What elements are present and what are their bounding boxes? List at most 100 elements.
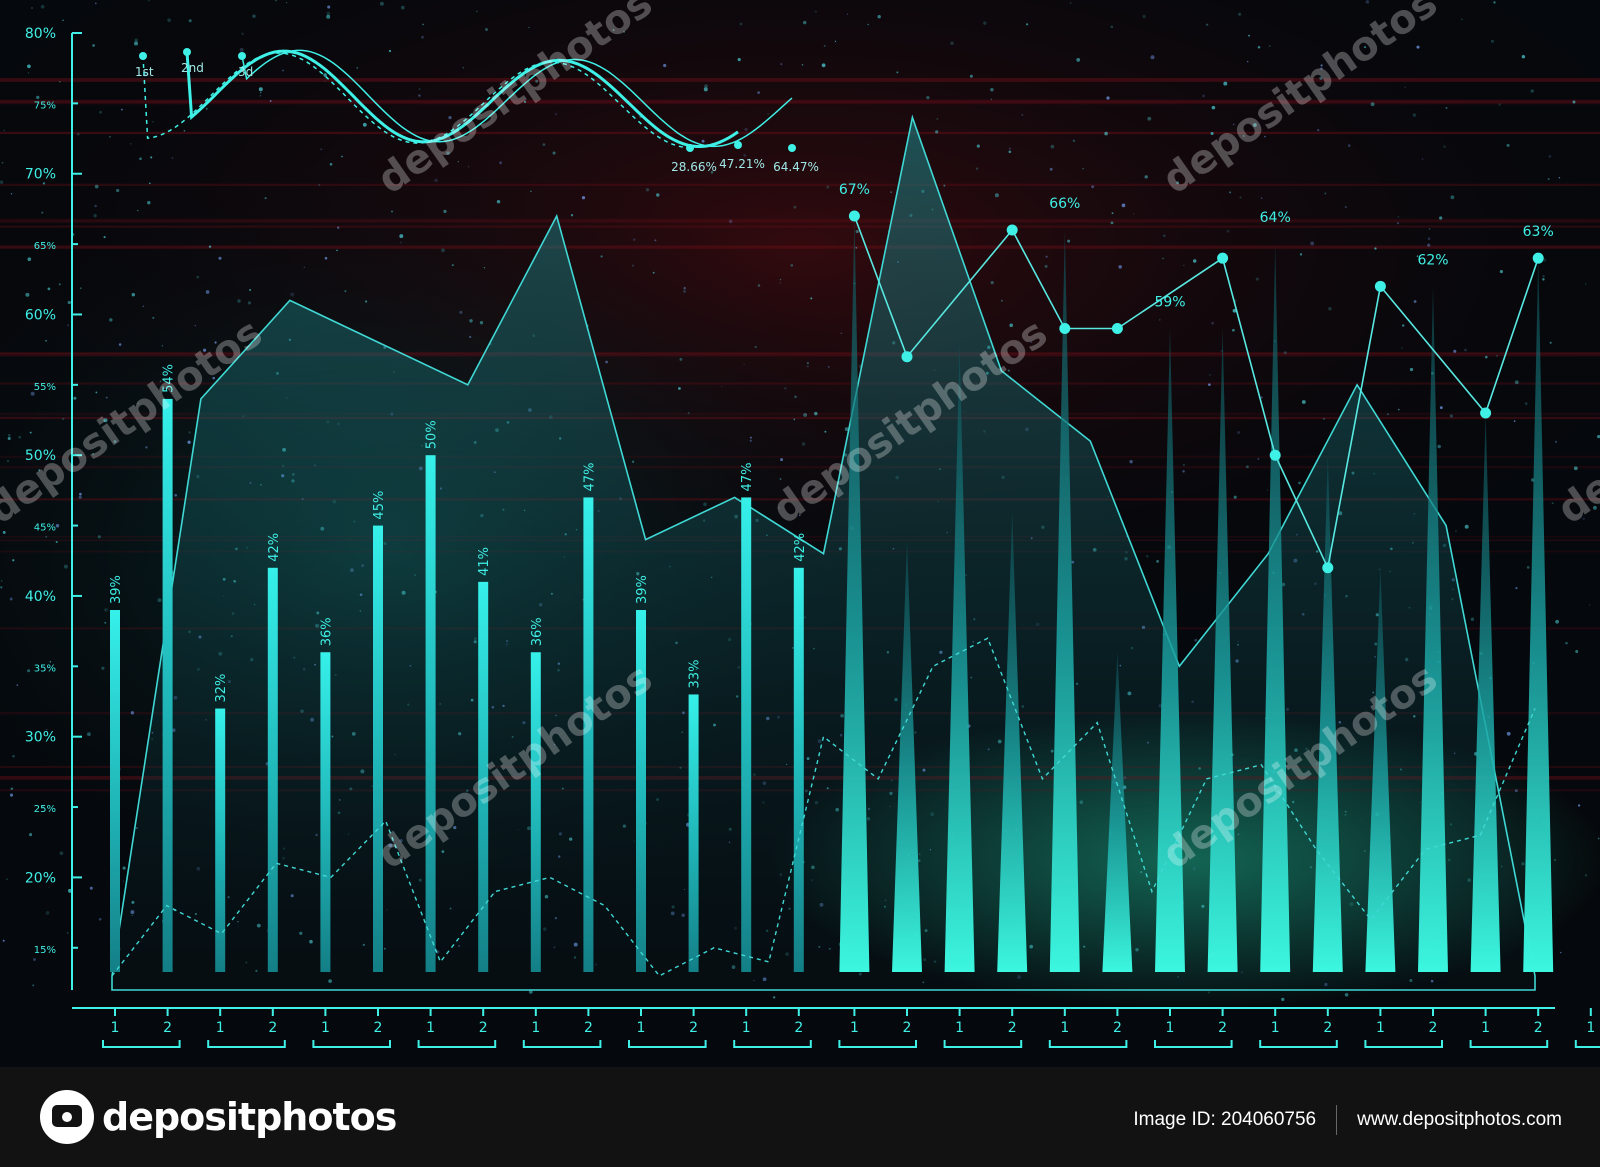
bg-sparkle (183, 130, 186, 132)
bg-sparkle (1521, 862, 1525, 866)
group-bracket (1469, 1040, 1549, 1048)
bg-sparkle (1298, 481, 1301, 485)
bg-sparkle (122, 866, 126, 870)
bg-sparkle (1584, 874, 1588, 877)
bg-sparkle (824, 430, 827, 433)
bg-sparkle (1198, 172, 1200, 175)
bg-sparkle (275, 0, 277, 2)
bg-sparkle (1445, 106, 1448, 109)
bg-sparkle (826, 185, 830, 189)
data-point (1006, 224, 1018, 236)
bg-sparkle (1238, 12, 1242, 16)
bg-sparkle (131, 292, 136, 297)
bg-sparkle (95, 391, 98, 394)
bg-sparkle (121, 108, 123, 111)
data-point (1480, 407, 1492, 419)
bar-label: 45% (372, 491, 387, 520)
legend-start-marker (139, 52, 147, 60)
bg-sparkle (218, 256, 222, 260)
bar-label: 42% (793, 533, 808, 562)
bg-sparkle (1542, 278, 1545, 281)
bg-sparkle (1021, 113, 1024, 116)
x-tick-label: 2 (794, 1020, 803, 1036)
bg-sparkle (767, 113, 769, 115)
bg-sparkle (285, 1, 288, 4)
bg-sparkle (122, 880, 125, 882)
bg-sparkle (36, 95, 40, 100)
bg-sparkle (1208, 383, 1211, 386)
bg-sparkle (441, 248, 445, 253)
bg-sparkle (247, 301, 252, 305)
bg-sparkle (259, 94, 262, 97)
site-url[interactable]: www.depositphotos.com (1357, 1109, 1562, 1130)
bg-sparkle (748, 462, 751, 465)
y-tick-label: 50% (25, 448, 56, 464)
bg-sparkle (1565, 641, 1568, 645)
bg-sparkle (118, 343, 122, 346)
bg-sparkle (448, 115, 452, 120)
bg-sparkle (1182, 463, 1185, 466)
bg-sparkle (633, 238, 636, 241)
bg-sparkle (145, 446, 148, 449)
x-tick-label: 2 (1113, 1020, 1122, 1036)
point-label: 63% (1523, 224, 1554, 240)
brand-logo[interactable]: depositphotos (40, 1089, 397, 1145)
bg-sparkle (1344, 205, 1348, 209)
bg-sparkle (1194, 638, 1198, 642)
bar (110, 610, 120, 972)
bg-sparkle (612, 29, 615, 31)
footer-bar: depositphotos Image ID: 204060756 www.de… (0, 1067, 1600, 1167)
legend-value: 47.21% (719, 157, 765, 171)
bg-sparkle (47, 875, 52, 880)
bg-sparkle (803, 412, 808, 417)
bg-sparkle (12, 559, 15, 562)
bg-sparkle (1589, 604, 1591, 606)
bg-sparkle (1323, 417, 1326, 420)
point-label: 66% (1049, 196, 1080, 212)
bg-sparkle (25, 292, 30, 297)
bg-sparkle (45, 911, 50, 915)
bg-sparkle (779, 478, 782, 480)
x-tick-label: 2 (584, 1020, 593, 1036)
bg-sparkle (326, 11, 331, 16)
bg-sparkle (323, 73, 327, 77)
data-point (848, 210, 860, 222)
point-label: 62% (1417, 252, 1448, 268)
bg-sparkle (79, 287, 82, 290)
data-point (1532, 252, 1544, 264)
bg-sparkle (94, 184, 99, 189)
bg-sparkle (142, 305, 144, 307)
y-tick-label: 60% (25, 307, 56, 323)
bg-sparkle (1421, 158, 1424, 160)
bg-sparkle (1211, 321, 1214, 325)
bg-sparkle (749, 439, 752, 442)
bg-sparkle (205, 107, 208, 110)
x-tick-label: 2 (689, 1020, 698, 1036)
group-bracket (943, 1040, 1023, 1048)
bar (636, 610, 646, 972)
bg-sparkle (1515, 587, 1518, 590)
bg-sparkle (855, 230, 859, 234)
bg-sparkle (1513, 420, 1516, 422)
bg-sparkle (1464, 524, 1469, 529)
bg-sparkle (42, 182, 45, 185)
bg-sparkle (1209, 374, 1211, 376)
bg-sparkle (41, 211, 44, 214)
y-tick-label: 75% (34, 100, 56, 111)
bg-sparkle (1176, 181, 1180, 185)
bg-sparkle (780, 458, 784, 462)
bg-sparkle (62, 19, 64, 22)
bar-label: 33% (688, 660, 703, 689)
bg-sparkle (890, 191, 892, 193)
bg-sparkle (1597, 837, 1600, 840)
bg-sparkle (773, 996, 776, 999)
bg-sparkle (1210, 131, 1214, 136)
bg-sparkle (174, 493, 178, 497)
x-tick-label: 1 (637, 1020, 646, 1036)
data-point (901, 351, 913, 363)
bg-sparkle (1449, 414, 1454, 418)
bg-sparkle (241, 32, 244, 35)
bg-sparkle (1232, 328, 1235, 332)
bg-sparkle (58, 283, 61, 286)
bg-sparkle (1163, 234, 1166, 237)
